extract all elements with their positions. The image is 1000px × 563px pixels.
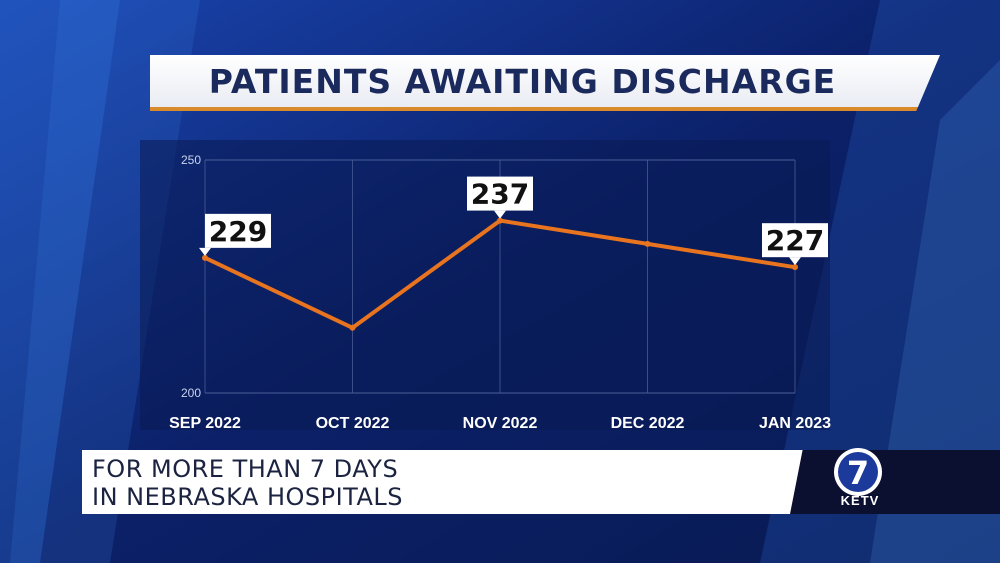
x-tick-label: NOV 2022 [463,415,538,432]
caption-line-2: IN NEBRASKA HOSPITALS [92,483,404,511]
x-tick-label: DEC 2022 [611,415,685,432]
data-point [644,240,651,247]
logo-number: 7 [847,454,869,492]
data-label-text: 227 [766,224,824,257]
data-point [349,324,356,331]
data-label-box [762,223,828,258]
data-label-text: 229 [209,215,267,248]
data-point [497,217,503,224]
data-label-pointer [199,247,211,256]
data-label-box [467,176,533,211]
data-label-pointer [789,257,801,266]
data-label-text: 237 [471,178,529,211]
data-label-0: 229 [199,213,271,256]
y-tick-label: 200 [181,386,201,400]
chart-title: PATIENTS AWAITING DISCHARGE [208,61,837,101]
data-label-pointer [494,210,506,219]
station-name: KETV [840,493,880,508]
y-tick-label: 250 [181,153,201,167]
data-label-box [205,213,271,248]
data-labels: 229 237 227 [199,176,828,266]
data-label-4: 227 [762,223,828,266]
x-tick-label: OCT 2022 [316,415,390,432]
caption-line-1: FOR MORE THAN 7 DAYS [92,455,399,483]
data-point [202,254,208,261]
chart-grid [204,159,796,394]
title-banner: PATIENTS AWAITING DISCHARGE [150,55,940,111]
logo-bar [790,450,1000,514]
lower-third-banner: FOR MORE THAN 7 DAYS IN NEBRASKA HOSPITA… [82,450,822,514]
data-point [792,264,798,271]
x-tick-label: JAN 2023 [759,415,831,432]
data-points [202,217,798,331]
y-axis-ticks: 200 250 [181,153,201,400]
x-tick-label: SEP 2022 [169,415,241,432]
data-label-2: 237 [467,176,533,219]
channel-7-logo-icon: 7 [834,448,882,496]
x-axis-ticks: SEP 2022 OCT 2022 NOV 2022 DEC 2022 JAN 2023 [169,415,831,432]
